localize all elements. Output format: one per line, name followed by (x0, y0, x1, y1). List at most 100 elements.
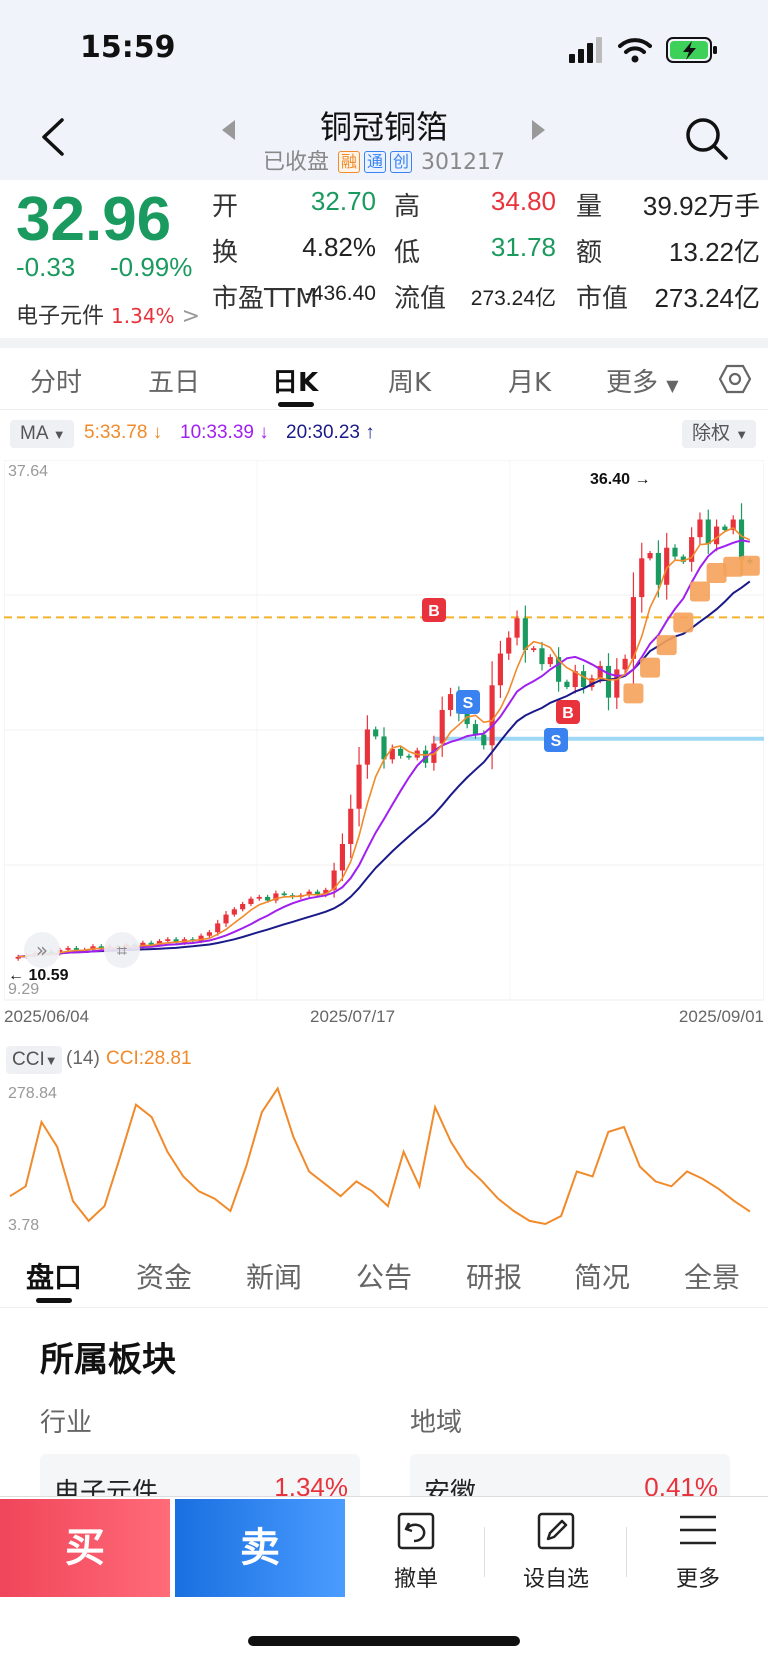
buy-marker: B (556, 700, 580, 724)
tab-intraday[interactable]: 分时 (30, 368, 83, 398)
candle (672, 547, 678, 557)
crosshair-icon[interactable]: ⌗ (104, 932, 140, 968)
volume-label: 量 (576, 192, 603, 222)
x-tick-label: 2025/07/17 (310, 1007, 395, 1026)
candle (639, 558, 645, 598)
candle (614, 669, 620, 698)
candle (356, 764, 362, 809)
sub-indicator-select[interactable]: CCI▼ (6, 1046, 62, 1074)
pe-label: 市盈TTM (212, 284, 318, 314)
candle (389, 748, 395, 760)
candle (439, 709, 445, 744)
candle (231, 909, 237, 915)
candle (306, 891, 312, 896)
candle (256, 896, 262, 899)
margin-tag: 融 (337, 151, 360, 173)
tab-weekly-k[interactable]: 周K (388, 368, 432, 398)
candle (564, 681, 570, 688)
candle (514, 618, 520, 638)
candle (481, 734, 487, 746)
ma10-legend: 10:33.39 ↓ (180, 422, 269, 443)
svg-text:S: S (551, 733, 562, 750)
more-button[interactable]: 更多 (648, 1511, 748, 1592)
t-markers (623, 555, 760, 704)
t-marker (673, 612, 694, 633)
open-label: 开 (212, 192, 239, 222)
ma20-legend: 20:30.23 ↑ (286, 422, 375, 443)
buy-button[interactable]: 买 (0, 1499, 170, 1597)
sell-marker: S (544, 728, 568, 752)
next-stock-icon[interactable] (532, 120, 545, 140)
tab-daily-k[interactable]: 日K (272, 368, 319, 398)
candle (472, 724, 479, 735)
cci-legend: CCI▼ (14) CCI:28.81 (0, 1044, 768, 1076)
candle (547, 657, 553, 665)
candle (265, 896, 271, 901)
candle (689, 537, 695, 562)
ma10-line (18, 539, 750, 958)
add-watchlist-button[interactable]: 设自选 (506, 1511, 606, 1592)
ma5-line (18, 527, 751, 958)
status-icons (568, 36, 718, 64)
market-cap-label: 市值 (576, 284, 629, 314)
stock-code: 301217 (421, 150, 506, 175)
tab-funds[interactable]: 资金 (136, 1261, 193, 1294)
kline-chart[interactable]: B S B S 37.64 9.29 36.40 → ← 10.59 2025/… (4, 460, 764, 1030)
candle (539, 648, 545, 665)
float-cap-value: 273.24亿 (470, 287, 556, 310)
tab-news[interactable]: 新闻 (246, 1261, 303, 1294)
sector-link[interactable]: 电子元件 1.34% > (16, 298, 200, 330)
tab-monthly-k[interactable]: 月K (508, 368, 552, 398)
cci-y-min-label: 3.78 (8, 1217, 39, 1234)
candle (531, 648, 537, 651)
candle (722, 526, 728, 531)
ma-legend: MA ▼ 5:33.78 ↓ 10:33.39 ↓ 20:30.23 ↑ 除权 … (0, 418, 768, 452)
status-time: 15:59 (80, 30, 176, 65)
candle (464, 713, 470, 725)
x-tick-label: 2025/09/01 (679, 1007, 764, 1026)
candle (215, 923, 221, 933)
prev-stock-icon[interactable] (222, 120, 235, 140)
tab-order-book[interactable]: 盘口 (26, 1261, 83, 1294)
tab-five-day[interactable]: 五日 (148, 368, 201, 398)
search-icon[interactable] (682, 114, 730, 162)
candle (156, 941, 163, 945)
candle (714, 526, 720, 545)
candle (697, 519, 703, 538)
svg-text:»: » (36, 938, 48, 962)
amount-label: 额 (576, 238, 603, 268)
tab-announcements[interactable]: 公告 (356, 1261, 413, 1294)
candle (206, 932, 212, 936)
tab-profile[interactable]: 简况 (574, 1261, 631, 1294)
candle (506, 637, 512, 654)
chart-settings-icon[interactable] (718, 362, 752, 396)
sell-marker: S (456, 690, 480, 714)
candle (489, 685, 495, 746)
wifi-icon (618, 38, 652, 63)
indicator-select[interactable]: MA ▼ (10, 420, 74, 448)
candle (580, 671, 587, 688)
expand-chart-icon[interactable]: » (24, 932, 60, 968)
low-label: 低 (394, 238, 421, 268)
candle (398, 748, 404, 756)
tab-more[interactable]: 更多 ▼ (606, 368, 679, 398)
candle (273, 893, 279, 901)
stock-name: 铜冠铜箔 (319, 108, 448, 146)
high-annotation: 36.40 → (590, 471, 651, 488)
tab-research[interactable]: 研报 (466, 1261, 523, 1294)
candle (406, 755, 412, 758)
cci-chart[interactable]: 278.84 3.78 (4, 1076, 764, 1236)
sector-pct: 1.34% (111, 304, 175, 328)
tab-overview[interactable]: 全景 (684, 1261, 741, 1294)
arrow-down-icon: ↓ (152, 422, 163, 443)
back-arrow-icon[interactable] (34, 112, 74, 162)
cancel-order-button[interactable]: 撤单 (366, 1511, 466, 1592)
sell-button[interactable]: 卖 (175, 1499, 345, 1597)
cci-y-max-label: 278.84 (8, 1085, 57, 1102)
candle (622, 658, 628, 670)
cci-period: (14) (66, 1048, 100, 1069)
candle (497, 653, 503, 686)
price-change: -0.33 (16, 252, 76, 282)
undo-icon (397, 1512, 435, 1550)
adjust-select[interactable]: 除权 ▼ (682, 420, 756, 448)
